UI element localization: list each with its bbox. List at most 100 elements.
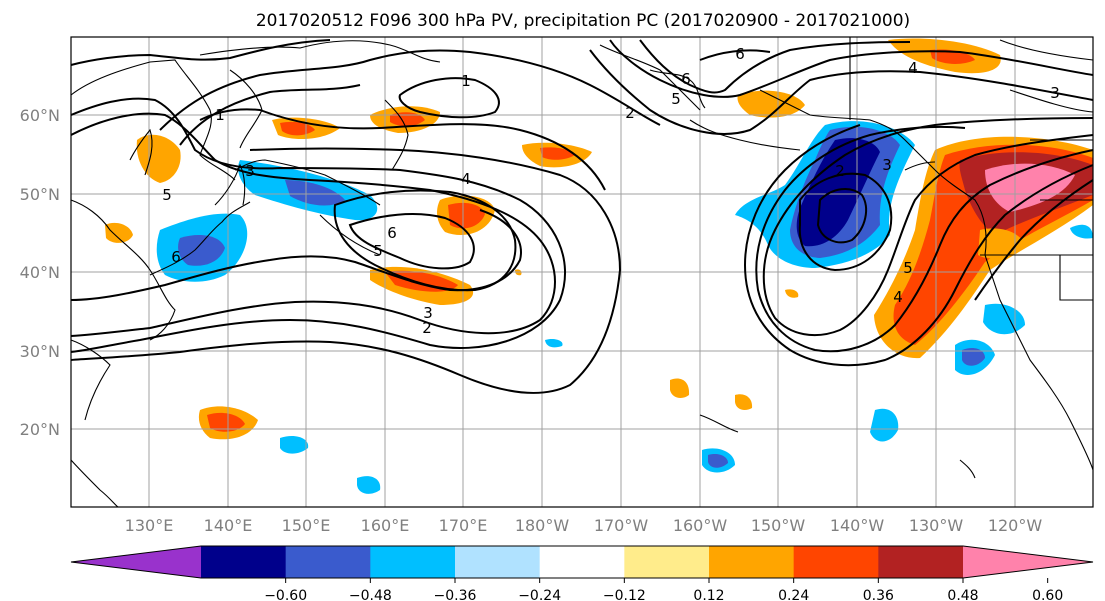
- colorbar-extend-high: [963, 546, 1093, 578]
- colorbar-segment: [793, 546, 879, 578]
- pv-contour: [816, 188, 868, 244]
- lon-tick-label: 170°W: [594, 516, 649, 535]
- graticule: [71, 37, 1093, 507]
- contour-label: 1: [461, 72, 471, 90]
- precip-negative-area: [280, 436, 309, 454]
- contour-label: 4: [908, 59, 918, 77]
- map-title: 2017020512 F096 300 hPa PV, precipitatio…: [256, 11, 910, 31]
- pv-contour: [798, 172, 893, 272]
- colorbar: −0.60 −0.48 −0.36 −0.24 −0.12 0.12 0.24 0.36 0.4…: [70, 545, 1094, 601]
- coastline: [70, 199, 176, 341]
- colorbar-tick-label: −0.12: [603, 588, 646, 601]
- lon-tick-label: 140°W: [830, 516, 885, 535]
- pv-contour: [159, 49, 661, 131]
- lat-axis: 20°N 30°N 40°N 50°N 60°N: [20, 106, 60, 439]
- lon-tick-label: 180°W: [515, 516, 570, 535]
- precip-negative-area: [962, 347, 985, 366]
- pv-contour: [348, 213, 475, 270]
- precip-negative-area: [545, 338, 563, 348]
- coastline: [1009, 89, 1094, 113]
- pv-contour: [762, 117, 1094, 337]
- contour-label: 5: [903, 259, 913, 277]
- colorbar-tick-label: −0.36: [434, 588, 477, 601]
- colorbar-outline: [70, 545, 1094, 579]
- precip-positive-area: [207, 412, 245, 432]
- pv-contour: [699, 49, 771, 61]
- pv-contour: [639, 39, 911, 94]
- colorbar-segment: [370, 546, 456, 578]
- contour-label: 1: [215, 106, 225, 124]
- lon-tick-label: 160°E: [361, 516, 410, 535]
- precip-negative-area: [870, 408, 899, 442]
- precip-positive-area: [737, 90, 805, 118]
- lat-tick-label: 40°N: [20, 263, 60, 282]
- colorbar-segment: [285, 546, 371, 578]
- precip-positive-area: [448, 202, 485, 229]
- precip-positive-area: [978, 228, 1025, 259]
- precip-positive-area: [670, 378, 690, 398]
- contour-label: 5: [373, 242, 383, 260]
- lon-tick-label: 130°E: [125, 516, 174, 535]
- coastline: [904, 161, 936, 171]
- precip-positive-area: [735, 394, 753, 410]
- precip-positive-area: [136, 134, 181, 183]
- lon-tick-label: 120°W: [988, 516, 1043, 535]
- pv-contour: [179, 84, 361, 146]
- lat-tick-label: 60°N: [20, 106, 60, 125]
- colorbar-segment: [709, 546, 795, 578]
- colorbar-segment: [455, 546, 541, 578]
- pv-contour: [743, 124, 1094, 367]
- coastline: [999, 39, 1094, 61]
- pv-contour: [70, 39, 331, 66]
- pv-contours: [70, 39, 1094, 394]
- coastline: [649, 69, 706, 109]
- coastline: [384, 99, 409, 171]
- coastline: [319, 214, 381, 256]
- precip-positive-area: [785, 289, 799, 298]
- pv-contour: [333, 189, 517, 292]
- contour-label: 2: [422, 319, 432, 337]
- pv-contour: [199, 108, 606, 191]
- coastline: [70, 459, 119, 508]
- coastline: [599, 44, 701, 111]
- colorbar-extend-low: [71, 546, 201, 578]
- contour-label: 5: [671, 90, 681, 108]
- pv-contour: [398, 77, 500, 119]
- coastline: [1059, 255, 1093, 301]
- precip-positive-area: [105, 222, 133, 243]
- lon-tick-label: 130°W: [909, 516, 964, 535]
- map-panel: 1 1 2 2 2 3 3 3 3 4 4 4 5 5 5 5 6 6 6 6: [70, 36, 1094, 508]
- lon-tick-label: 160°W: [673, 516, 728, 535]
- contour-label: 3: [1050, 84, 1060, 102]
- precip-negative-area: [1070, 224, 1093, 239]
- coastline: [699, 414, 739, 433]
- pv-contour: [70, 147, 622, 394]
- coastline: [129, 128, 153, 176]
- pv-contour: [609, 39, 1094, 98]
- coastline: [934, 169, 1094, 471]
- coastline: [70, 339, 111, 421]
- coastlines: [70, 37, 1094, 508]
- contour-label: 3: [423, 304, 433, 322]
- pv-contour: [70, 112, 556, 337]
- precip-negative-area: [178, 235, 225, 266]
- colorbar-tick-label: 0.36: [863, 588, 894, 601]
- colorbar-tick-label: 0.12: [693, 588, 724, 601]
- pv-contour: [755, 125, 1094, 353]
- colorbar-tick-label: −0.24: [518, 588, 561, 601]
- contour-label: 4: [893, 288, 903, 306]
- colorbar-segment: [878, 546, 964, 578]
- map-frame: [70, 36, 1094, 508]
- contour-label: 6: [171, 248, 181, 266]
- coastline: [149, 201, 251, 276]
- lon-tick-label: 150°E: [282, 516, 331, 535]
- contour-label: 6: [387, 224, 397, 242]
- contour-label: 5: [162, 186, 172, 204]
- colorbar-segment: [201, 546, 287, 578]
- precip-negative-area: [285, 180, 345, 206]
- coastline: [689, 119, 801, 151]
- lon-tick-label: 140°E: [204, 516, 253, 535]
- lat-tick-label: 30°N: [20, 342, 60, 361]
- coastline: [959, 459, 976, 479]
- colorbar-tick-label: 0.48: [947, 588, 978, 601]
